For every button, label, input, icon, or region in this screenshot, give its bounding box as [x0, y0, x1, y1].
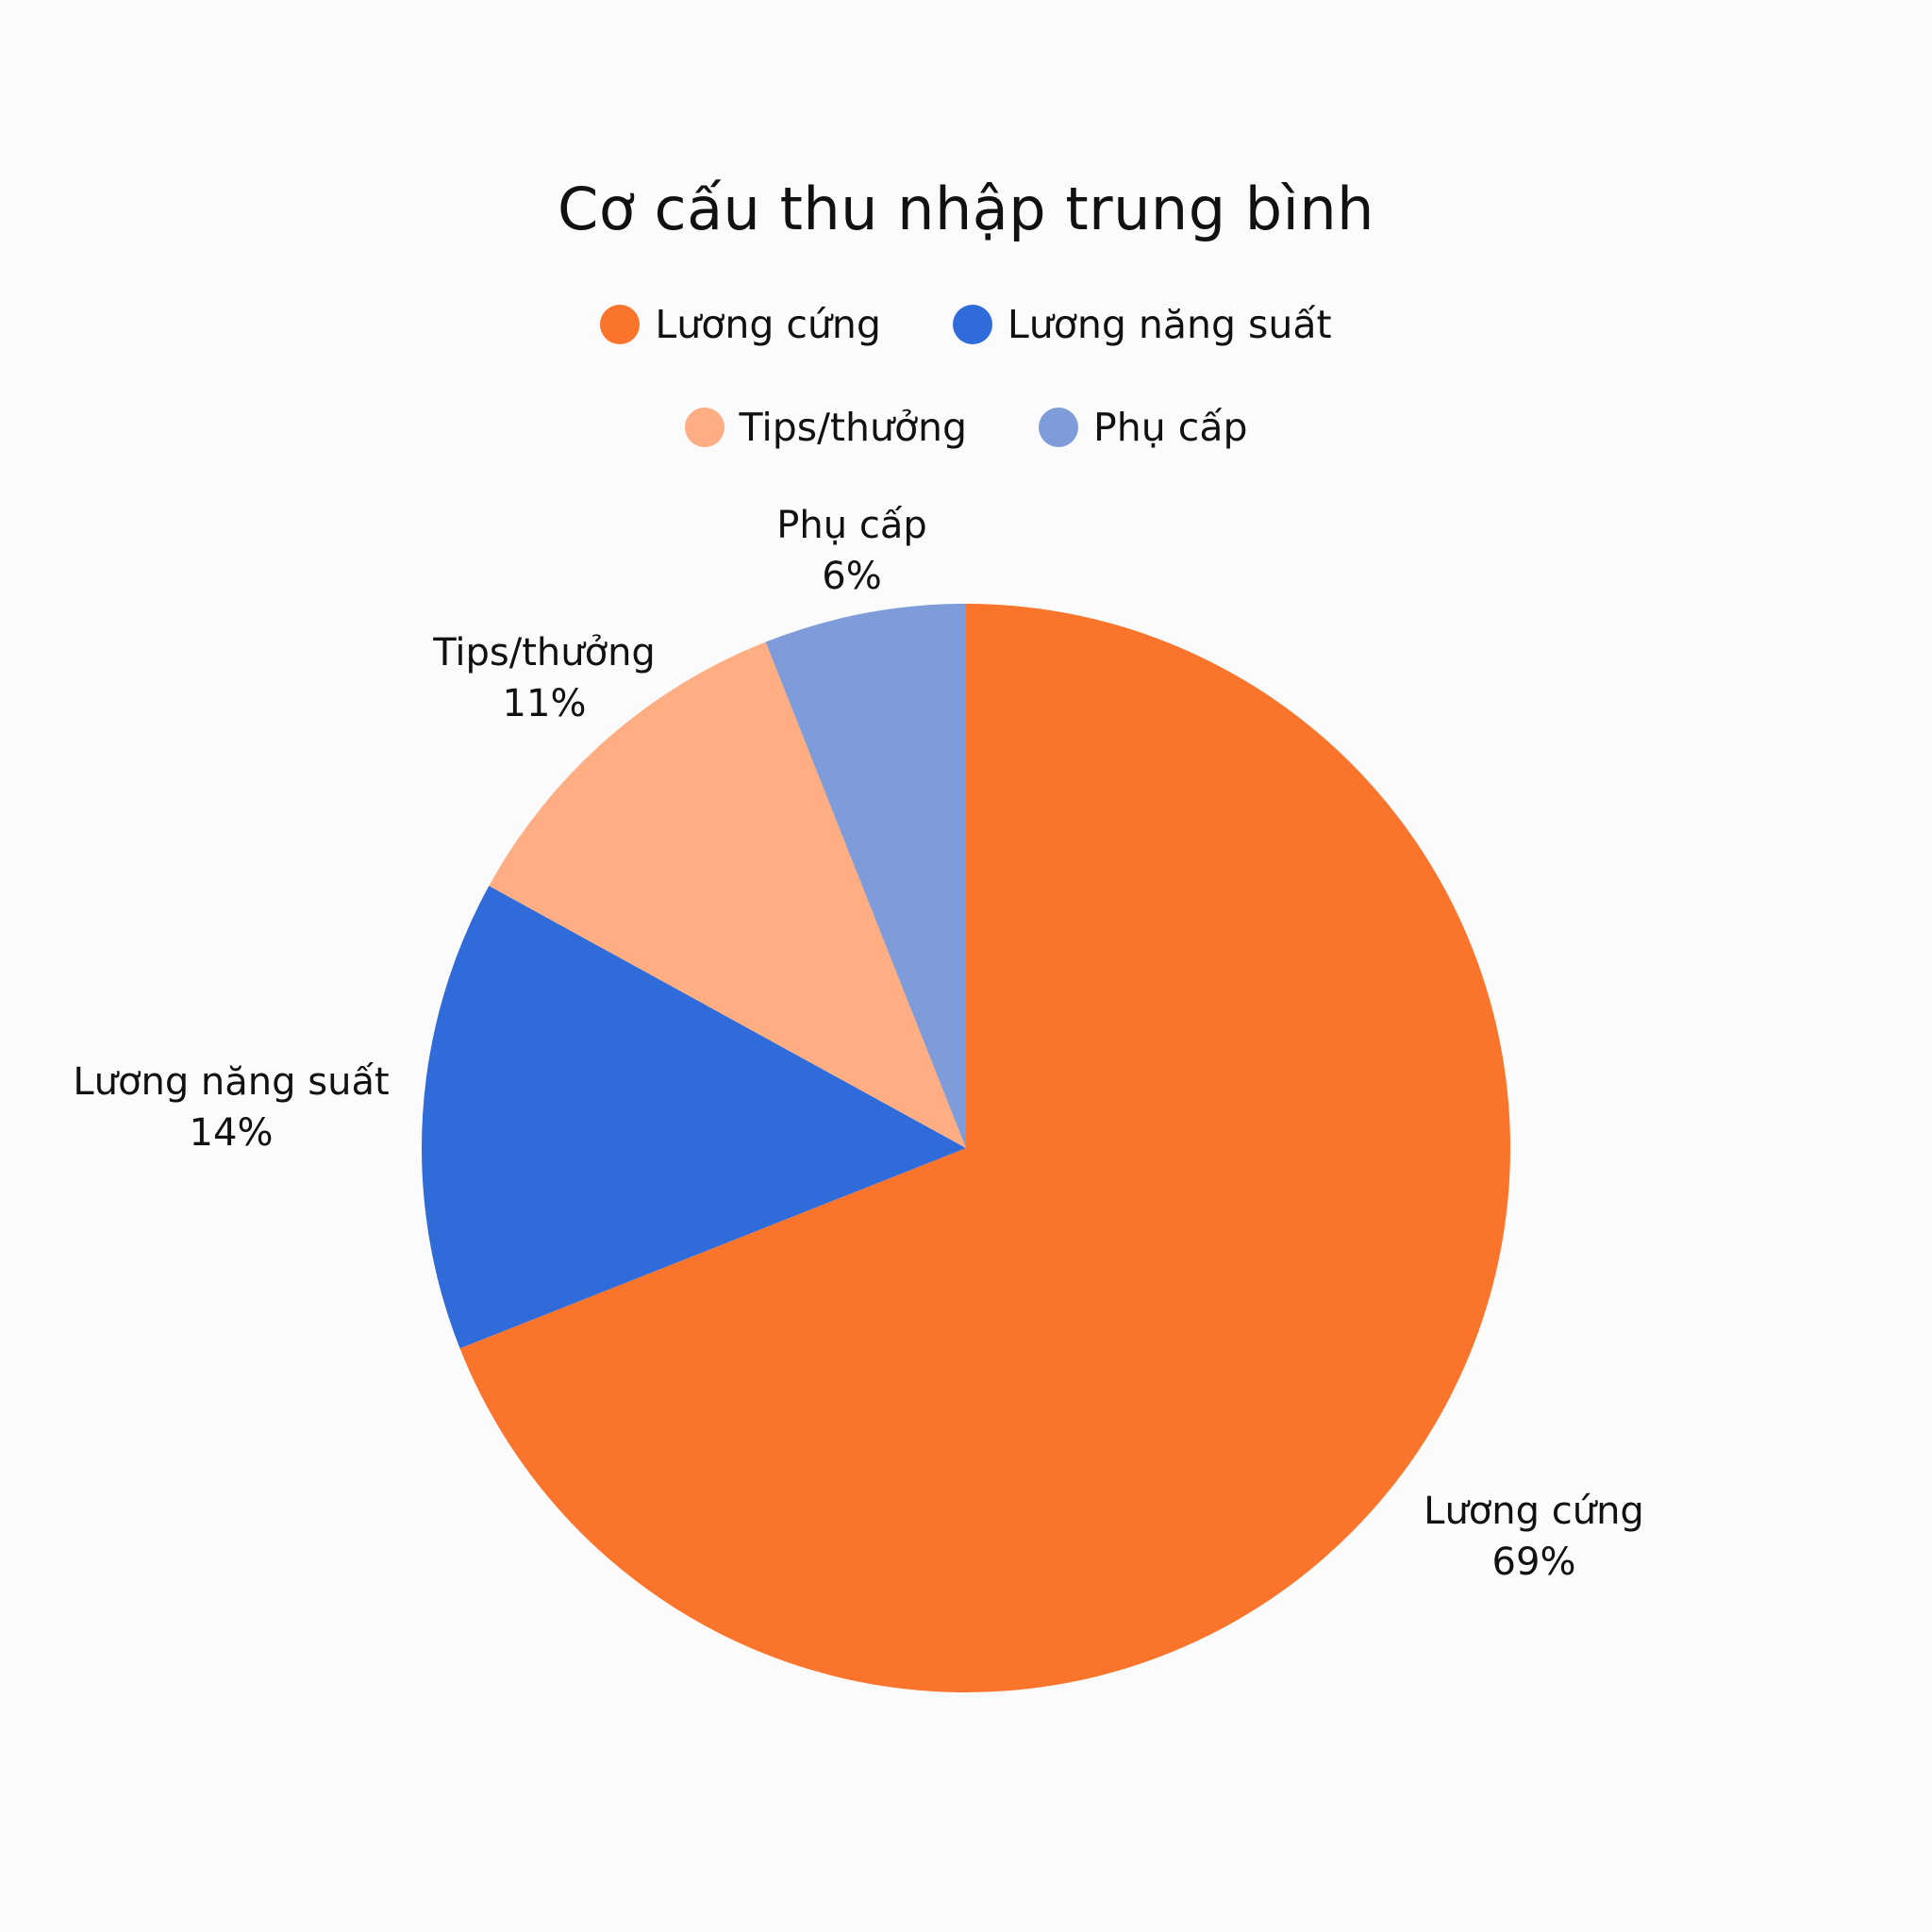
legend-label: Tips/thưởng: [739, 405, 968, 450]
legend-swatch-luong-cung: [600, 305, 641, 344]
pie-slice-tips-thuong[interactable]: [489, 641, 966, 1148]
slice-label-luong-nang-suat: Lương năng suất 14%: [73, 1057, 389, 1158]
legend-item-luong-nang-suat[interactable]: Lương năng suất: [952, 300, 1332, 349]
slice-label-luong-cung: Lương cứng 69%: [1424, 1486, 1644, 1588]
chart-title: Cơ cấu thu nhập trung bình: [558, 175, 1374, 243]
legend-label: Phụ cấp: [1093, 405, 1248, 450]
legend-swatch-phu-cap: [1039, 408, 1079, 447]
slice-label-tips-thuong: Tips/thưởng 11%: [433, 627, 656, 729]
legend-item-luong-cung[interactable]: Lương cứng: [600, 300, 881, 349]
slice-label-phu-cap: Phụ cấp 6%: [776, 500, 926, 602]
legend-row-2: Tips/thưởng Phụ cấp: [0, 403, 1932, 452]
slice-label-name: Tips/thưởng: [433, 631, 656, 675]
slice-label-name: Phụ cấp: [776, 504, 927, 547]
legend-label: Lương cứng: [655, 302, 881, 347]
pie-slice-luong-nang-suat[interactable]: [422, 886, 966, 1349]
legend-swatch-luong-nang-suat: [952, 305, 992, 344]
slice-label-value: 69%: [1491, 1541, 1576, 1584]
legend-row-1: Lương cứng Lương năng suất: [0, 300, 1932, 349]
legend-swatch-tips-thuong: [684, 408, 724, 447]
slice-label-value: 14%: [189, 1111, 274, 1155]
slice-label-value: 6%: [822, 555, 882, 598]
slice-label-value: 11%: [502, 682, 587, 725]
legend-item-tips-thuong[interactable]: Tips/thưởng: [684, 403, 968, 452]
legend-item-phu-cap[interactable]: Phụ cấp: [1039, 403, 1247, 452]
slice-label-name: Lương cứng: [1424, 1490, 1644, 1533]
legend-label: Lương năng suất: [1007, 302, 1332, 347]
pie-slice-phu-cap[interactable]: [765, 604, 966, 1148]
pie-slice-luong-cung[interactable]: [459, 604, 1510, 1692]
slice-label-name: Lương năng suất: [73, 1060, 390, 1104]
